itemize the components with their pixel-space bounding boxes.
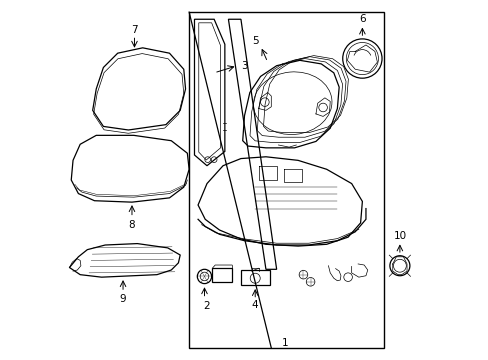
Text: 4: 4 <box>251 300 258 310</box>
Text: 1: 1 <box>282 338 288 347</box>
Bar <box>241 270 269 285</box>
Bar <box>212 268 231 282</box>
Text: 7: 7 <box>131 25 138 35</box>
Bar <box>189 12 383 348</box>
Text: 9: 9 <box>120 294 126 303</box>
Text: 3: 3 <box>241 61 247 71</box>
Text: 5: 5 <box>251 36 258 46</box>
Text: 2: 2 <box>203 301 209 311</box>
Text: 10: 10 <box>392 231 406 241</box>
Text: 6: 6 <box>358 14 365 23</box>
Text: 8: 8 <box>128 220 135 230</box>
